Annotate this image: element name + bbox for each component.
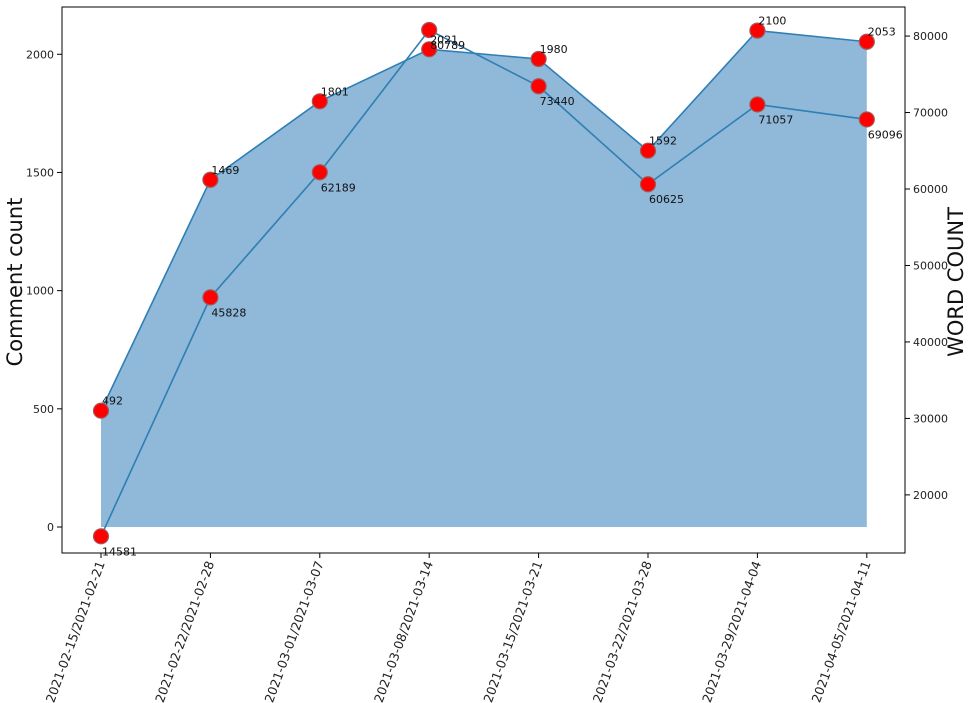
y2-tick-label: 70000 [913, 107, 948, 120]
comment-count-point [92, 402, 110, 419]
comment-count-point [639, 142, 657, 159]
y-tick-label: 2000 [26, 48, 54, 61]
x-tick-label: 2021-03-08/2021-03-14 [371, 559, 436, 703]
y2-tick-label: 30000 [913, 412, 948, 425]
word-count-point [311, 164, 328, 181]
comment-count-data-label: 1980 [540, 43, 568, 56]
comment-count-point [202, 171, 219, 188]
comment-count-data-label: 2021 [430, 33, 458, 46]
word-count-point [749, 96, 766, 113]
y2-tick-label: 40000 [913, 336, 948, 349]
comment-count-data-label: 1801 [321, 85, 349, 98]
x-tick-label: 2021-03-22/2021-03-28 [590, 559, 655, 703]
x-tick-label: 2021-03-01/2021-03-07 [261, 559, 326, 703]
word-count-point [92, 528, 110, 545]
word-count-data-label: 14581 [102, 545, 137, 558]
y-tick-label: 0 [47, 521, 54, 534]
y-tick-label: 1000 [26, 285, 54, 298]
comment-count-data-label: 492 [102, 395, 123, 408]
word-count-point [639, 176, 657, 193]
y2-tick-label: 50000 [913, 259, 948, 272]
area-layer [101, 30, 867, 528]
word-count-data-label: 80789 [430, 39, 465, 52]
right-axis: 20000 30000 40000 50000 60000 70000 80000 [905, 30, 948, 502]
label-layer: 492 1469 1801 2021 1980 1592 2100 2053 14581 4582… [102, 15, 903, 559]
comment-count-data-label: 2053 [868, 26, 896, 39]
x-tick-label: 2021-02-15/2021-02-21 [43, 559, 108, 703]
word-count-point [202, 289, 219, 306]
word-count-point [421, 21, 438, 39]
x-axis: 2021-02-15/2021-02-21 2021-02-22/2021-02-… [43, 553, 874, 703]
comment-count-point [858, 33, 875, 50]
word-count-data-label: 62189 [321, 181, 356, 194]
marker-layer [92, 21, 875, 545]
x-tick-label: 2021-04-05/2021-04-11 [808, 559, 873, 703]
comment-count-data-label: 1469 [211, 164, 239, 177]
y2-tick-label: 60000 [913, 183, 948, 196]
comment-count-data-label: 1592 [649, 135, 677, 148]
comment-count-point [421, 41, 438, 58]
comment-count-data-label: 2100 [758, 15, 786, 28]
plot-frame [61, 6, 906, 554]
line-layer [100, 29, 867, 537]
y2-axis-title: WORD COUNT [944, 207, 968, 357]
y-tick-label: 500 [33, 403, 54, 416]
word-count-line [100, 29, 867, 537]
comment-count-line [100, 29, 867, 412]
word-count-point [530, 78, 547, 95]
word-count-data-label: 73440 [540, 95, 575, 108]
y2-tick-label: 80000 [913, 30, 948, 43]
comment-count-point [749, 22, 766, 39]
comment-count-point [530, 50, 547, 68]
y-tick-label: 1500 [26, 166, 54, 179]
x-tick-label: 2021-02-22/2021-02-28 [152, 559, 217, 703]
word-count-data-label: 71057 [758, 113, 793, 126]
comment-count-point [311, 93, 328, 110]
left-axis: 0 500 1000 1500 2000 [26, 48, 62, 534]
y-axis-title: Comment count [3, 198, 27, 367]
word-count-data-label: 69096 [868, 128, 903, 141]
y2-tick-label: 20000 [913, 489, 948, 502]
word-count-data-label: 60625 [649, 193, 684, 206]
x-tick-label: 2021-03-15/2021-03-21 [480, 559, 545, 703]
x-tick-label: 2021-03-29/2021-04-04 [699, 559, 764, 703]
word-count-data-label: 45828 [211, 306, 246, 319]
comment-count-area [101, 30, 867, 528]
word-count-point [858, 111, 875, 128]
